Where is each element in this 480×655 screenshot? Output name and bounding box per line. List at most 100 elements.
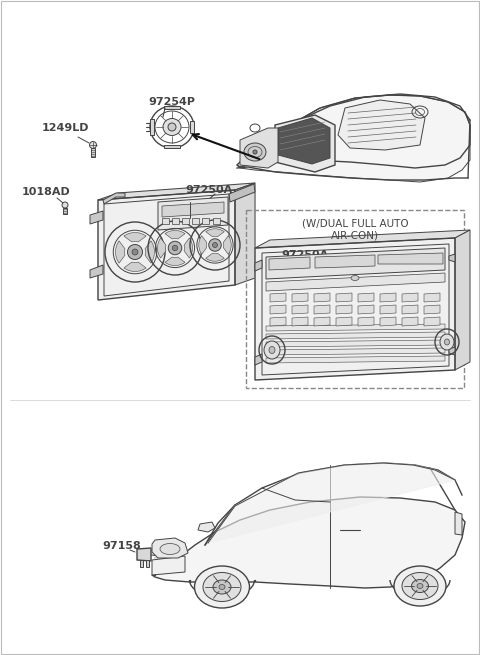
Ellipse shape xyxy=(244,143,266,161)
Polygon shape xyxy=(424,317,440,326)
Ellipse shape xyxy=(440,334,454,350)
Polygon shape xyxy=(98,183,255,200)
Polygon shape xyxy=(190,121,194,133)
Polygon shape xyxy=(164,106,180,109)
Polygon shape xyxy=(192,218,199,224)
Polygon shape xyxy=(150,119,154,135)
Polygon shape xyxy=(449,347,455,355)
Polygon shape xyxy=(124,233,146,242)
Ellipse shape xyxy=(213,580,231,594)
Polygon shape xyxy=(266,324,445,331)
Ellipse shape xyxy=(219,584,225,590)
Polygon shape xyxy=(358,305,374,314)
Text: 97158: 97158 xyxy=(102,541,141,551)
Bar xyxy=(246,210,464,388)
Polygon shape xyxy=(184,238,192,258)
Polygon shape xyxy=(137,548,151,561)
Polygon shape xyxy=(152,497,465,588)
Polygon shape xyxy=(378,253,443,264)
Ellipse shape xyxy=(402,572,438,599)
Polygon shape xyxy=(237,95,470,182)
Polygon shape xyxy=(292,305,308,314)
Text: 1249LD: 1249LD xyxy=(42,123,89,133)
Text: 97250A: 97250A xyxy=(185,185,232,195)
Ellipse shape xyxy=(269,346,275,354)
Text: 97250A: 97250A xyxy=(281,250,328,260)
Ellipse shape xyxy=(128,244,143,259)
Polygon shape xyxy=(455,512,462,535)
Polygon shape xyxy=(449,254,455,262)
Ellipse shape xyxy=(444,339,449,345)
Polygon shape xyxy=(315,255,375,268)
Text: (W/DUAL FULL AUTO: (W/DUAL FULL AUTO xyxy=(302,218,408,228)
Polygon shape xyxy=(455,230,470,370)
Polygon shape xyxy=(255,354,262,365)
Polygon shape xyxy=(380,317,396,326)
Polygon shape xyxy=(270,293,286,302)
Polygon shape xyxy=(336,317,352,326)
Polygon shape xyxy=(270,305,286,314)
Polygon shape xyxy=(103,193,125,204)
Polygon shape xyxy=(336,293,352,302)
Polygon shape xyxy=(255,230,470,248)
Polygon shape xyxy=(146,560,149,567)
Polygon shape xyxy=(255,238,455,380)
Polygon shape xyxy=(223,236,231,254)
Polygon shape xyxy=(213,218,220,224)
Polygon shape xyxy=(424,293,440,302)
Polygon shape xyxy=(270,317,286,326)
Polygon shape xyxy=(90,211,103,224)
Polygon shape xyxy=(314,293,330,302)
Polygon shape xyxy=(266,348,445,355)
Ellipse shape xyxy=(411,580,429,593)
Polygon shape xyxy=(402,317,418,326)
Ellipse shape xyxy=(62,202,68,208)
Polygon shape xyxy=(164,145,180,148)
Ellipse shape xyxy=(89,141,96,149)
Polygon shape xyxy=(380,293,396,302)
Polygon shape xyxy=(140,560,143,567)
Polygon shape xyxy=(240,128,278,168)
Polygon shape xyxy=(157,238,166,258)
Ellipse shape xyxy=(163,119,181,136)
Polygon shape xyxy=(402,293,418,302)
Ellipse shape xyxy=(209,239,221,252)
Polygon shape xyxy=(358,317,374,326)
Polygon shape xyxy=(165,231,185,239)
Polygon shape xyxy=(91,148,95,157)
Text: 97254P: 97254P xyxy=(148,97,195,107)
Polygon shape xyxy=(229,184,255,202)
Polygon shape xyxy=(255,260,262,271)
Polygon shape xyxy=(124,262,146,271)
Ellipse shape xyxy=(168,123,176,131)
Polygon shape xyxy=(182,218,189,224)
Polygon shape xyxy=(90,265,103,278)
Polygon shape xyxy=(205,253,224,261)
Polygon shape xyxy=(158,197,228,230)
Polygon shape xyxy=(358,293,374,302)
Ellipse shape xyxy=(203,572,241,601)
Ellipse shape xyxy=(132,249,138,255)
Polygon shape xyxy=(172,218,179,224)
Polygon shape xyxy=(63,208,67,214)
Polygon shape xyxy=(162,218,169,224)
Polygon shape xyxy=(202,218,209,224)
Polygon shape xyxy=(266,356,445,363)
Polygon shape xyxy=(116,241,125,263)
Polygon shape xyxy=(199,236,207,254)
Polygon shape xyxy=(208,463,455,543)
Polygon shape xyxy=(165,257,185,265)
Polygon shape xyxy=(402,305,418,314)
Polygon shape xyxy=(162,202,224,217)
Polygon shape xyxy=(235,183,255,285)
Ellipse shape xyxy=(264,341,280,359)
Polygon shape xyxy=(266,248,445,279)
Ellipse shape xyxy=(253,150,257,154)
Ellipse shape xyxy=(160,544,180,555)
Polygon shape xyxy=(98,190,235,300)
Polygon shape xyxy=(380,305,396,314)
Polygon shape xyxy=(338,100,425,150)
Polygon shape xyxy=(145,241,155,263)
Polygon shape xyxy=(314,305,330,314)
Polygon shape xyxy=(336,305,352,314)
